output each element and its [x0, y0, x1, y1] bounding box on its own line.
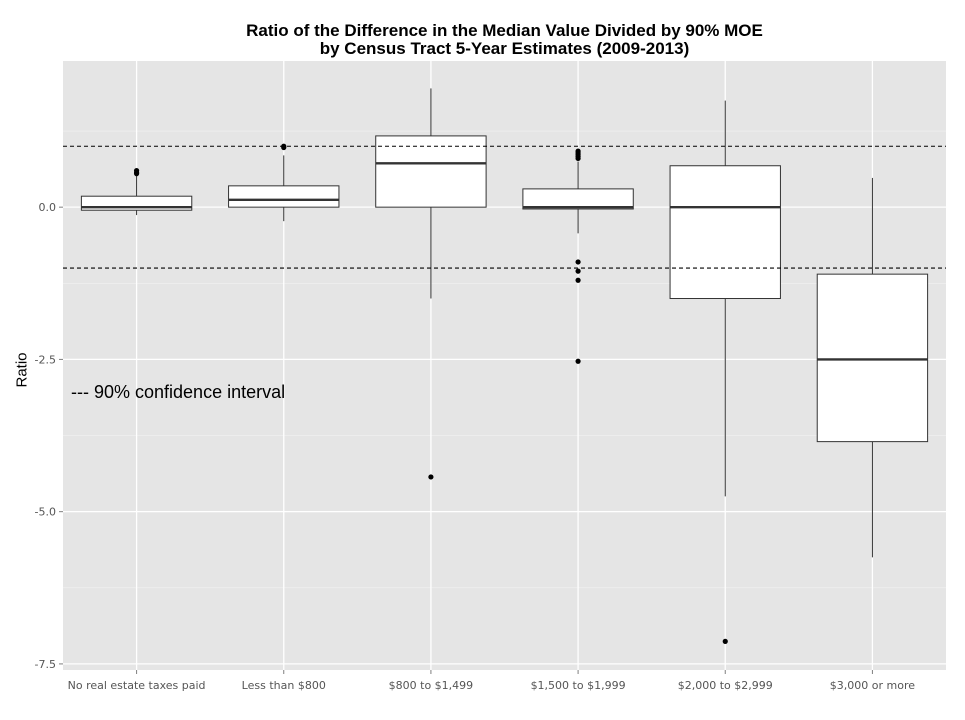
outlier-point [575, 259, 581, 265]
box-iqr [228, 185, 340, 208]
y-tick-label: -5.0 [35, 506, 56, 519]
x-tick-label: Less than $800 [242, 679, 326, 692]
outlier-point [575, 268, 581, 274]
box-iqr [816, 273, 929, 443]
chart-title: Ratio of the Difference in the Median Va… [63, 22, 946, 58]
outlier-point [575, 277, 581, 283]
x-tick-label: No real estate taxes paid [68, 679, 206, 692]
chart-title-line-1: Ratio of the Difference in the Median Va… [246, 21, 763, 40]
y-tick-label: 0.0 [39, 201, 57, 214]
box-iqr [375, 135, 487, 208]
x-tick-label: $1,500 to $1,999 [531, 679, 626, 692]
x-tick-label: $800 to $1,499 [389, 679, 474, 692]
outlier-point [428, 474, 434, 480]
outlier-point [575, 148, 581, 154]
outlier-point [575, 358, 581, 364]
x-tick-label: $3,000 or more [830, 679, 915, 692]
plot-panel [63, 61, 946, 670]
outlier-point [133, 168, 140, 174]
y-tick-label: -2.5 [35, 353, 56, 366]
x-tick-label: $2,000 to $2,999 [678, 679, 773, 692]
box-iqr [669, 165, 781, 300]
outlier-point [722, 638, 728, 644]
y-tick-label: -7.5 [35, 658, 56, 671]
box-iqr [522, 188, 634, 210]
confidence-interval-annotation: --- 90% confidence interval [71, 382, 285, 402]
chart-title-line-2: by Census Tract 5-Year Estimates (2009-2… [319, 39, 690, 58]
